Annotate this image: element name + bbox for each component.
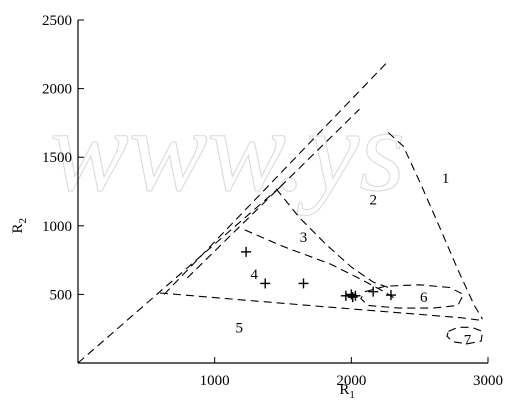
data-point xyxy=(298,278,309,289)
region-6 xyxy=(360,284,465,309)
y-tick-label: 500 xyxy=(50,287,73,303)
x-tick-label: 3000 xyxy=(473,373,503,389)
watermark: www.ys xyxy=(50,85,405,216)
x-tick-label: 1000 xyxy=(200,373,230,389)
x-ticks: 1000 2000 3000 xyxy=(200,357,503,389)
y-tick-label: 1000 xyxy=(42,219,72,235)
region-label: 7 xyxy=(464,333,472,349)
region-label: 2 xyxy=(369,193,377,209)
data-point xyxy=(241,246,252,257)
plot-area: 1 2 3 4 5 6 7 xyxy=(77,60,484,364)
data-point xyxy=(350,290,361,301)
axes xyxy=(77,20,488,364)
data-point xyxy=(340,290,351,301)
boundary-diagonal xyxy=(77,184,284,364)
y-tick-label: 2500 xyxy=(42,13,72,29)
boundary-inner-dashed xyxy=(186,108,360,279)
y-tick-label: 2000 xyxy=(42,82,72,98)
y-tick-label: 1500 xyxy=(42,150,72,166)
region-label: 1 xyxy=(442,171,450,187)
data-point xyxy=(385,290,396,301)
y-axis-label: R2 xyxy=(10,218,29,234)
region-7 xyxy=(446,326,484,345)
region-label: 4 xyxy=(251,267,259,283)
y-ticks: 500 1000 1500 2000 2500 xyxy=(42,13,84,303)
boundary-boundary-1 xyxy=(387,132,483,320)
region-label: 6 xyxy=(420,290,428,306)
data-point xyxy=(260,278,271,289)
region-label: 5 xyxy=(236,320,244,336)
boundary-boundary-5 xyxy=(159,292,483,322)
region-label: 3 xyxy=(300,230,308,246)
x-tick-label: 2000 xyxy=(336,373,366,389)
x-axis-label: R1 xyxy=(339,382,355,400)
boundary-upper-dashed xyxy=(163,60,389,295)
data-point xyxy=(368,286,379,297)
data-point xyxy=(347,292,358,303)
boundary-boundary-2 xyxy=(275,188,393,290)
boundary-boundary-3 xyxy=(244,229,396,299)
